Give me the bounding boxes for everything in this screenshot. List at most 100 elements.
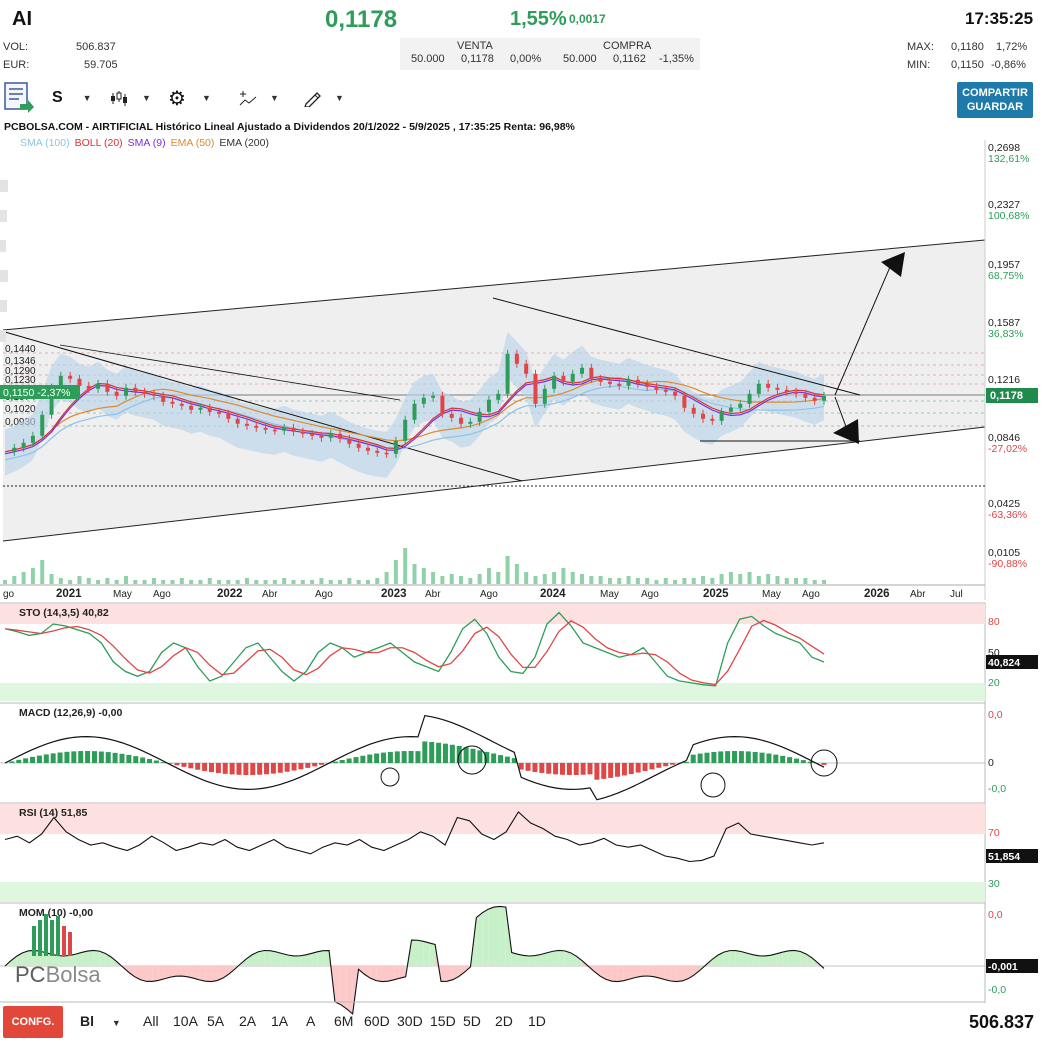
mom-area <box>87 950 94 966</box>
volume-bar <box>589 576 594 584</box>
candle <box>40 414 45 436</box>
volume-bar <box>263 580 268 584</box>
macd-histogram-bar <box>319 763 325 765</box>
mom-area <box>723 950 730 966</box>
mom-area <box>623 966 630 981</box>
range-5a[interactable]: 5A <box>207 1013 225 1029</box>
candle <box>496 393 501 400</box>
config-button[interactable]: CONFG. <box>3 1006 63 1038</box>
macd-histogram-bar <box>718 751 724 763</box>
volume-bar <box>86 578 91 584</box>
settings-menu[interactable]: ⚙ ▼ <box>168 86 211 110</box>
range-10a[interactable]: 10A <box>173 1013 198 1029</box>
range-2a[interactable]: 2A <box>239 1013 257 1029</box>
candle <box>812 397 817 401</box>
volume-bar <box>691 578 696 584</box>
macd-histogram-bar <box>442 743 448 763</box>
range-15d[interactable]: 15D <box>430 1013 456 1029</box>
indicator-3[interactable]: EMA (50) <box>170 137 215 149</box>
mom-area <box>647 966 654 977</box>
mom-area <box>228 966 235 975</box>
mom-area <box>58 955 64 966</box>
level-label: 0,1230 <box>5 375 36 386</box>
volume-bar <box>673 580 678 584</box>
mom-area <box>293 955 300 966</box>
mom-area <box>788 950 795 966</box>
projection-up <box>834 259 894 396</box>
mom-area <box>417 940 424 966</box>
range-all[interactable]: All <box>143 1013 159 1029</box>
volume-bar <box>421 568 426 584</box>
venta-price[interactable]: 0,1178 <box>461 53 494 65</box>
candle <box>468 421 473 424</box>
mom-area <box>676 966 683 982</box>
range-5d[interactable]: 5D <box>463 1013 481 1029</box>
report-icon[interactable] <box>4 82 34 114</box>
indicator-1[interactable]: BOLL (20) <box>74 137 123 149</box>
interval-select[interactable]: Bl ▼ <box>80 1013 121 1029</box>
volume-bar <box>496 572 501 584</box>
mom-bar <box>50 920 54 956</box>
drawing-menu[interactable]: ▼ <box>303 86 344 110</box>
macd-histogram-bar <box>566 763 572 775</box>
macd-histogram-bar <box>642 763 648 771</box>
mom-area <box>635 966 642 978</box>
mom-area <box>211 966 218 982</box>
macd-histogram-bar <box>257 763 263 775</box>
volume-profile-bar <box>0 240 6 252</box>
volume-bar <box>235 580 240 584</box>
candle <box>663 389 668 392</box>
mom-area <box>594 966 601 977</box>
sto-badge <box>986 655 1038 669</box>
indicator-2[interactable]: SMA (9) <box>127 137 166 149</box>
scale-menu[interactable]: S ▼ <box>52 86 92 110</box>
macd-histogram-bar <box>277 763 283 773</box>
candle <box>784 389 789 392</box>
macd-histogram-bar <box>98 751 104 763</box>
macd-histogram-bar <box>71 751 77 763</box>
scale-label: S <box>52 89 63 106</box>
x-tick-label: 2023 <box>381 588 407 600</box>
range-1a[interactable]: 1A <box>271 1013 289 1029</box>
macd-histogram-bar <box>429 742 435 763</box>
indicator-4[interactable]: EMA (200) <box>219 137 269 149</box>
chart-type-menu[interactable]: ▼ <box>110 86 151 110</box>
macd-histogram-bar <box>250 763 256 775</box>
volume-bar <box>505 556 510 584</box>
compra-pct: -1,35% <box>659 53 694 65</box>
candle <box>552 375 557 389</box>
macd-tick: 0 <box>988 757 994 769</box>
mom-area <box>670 966 677 982</box>
mom-area <box>776 952 783 966</box>
mom-area <box>299 954 306 966</box>
mom-area <box>287 955 294 966</box>
volume-bar <box>607 578 612 584</box>
macd-histogram-bar <box>415 751 421 763</box>
sto-label: STO (14,3,5) 40,82 <box>19 607 109 619</box>
y-tick-pct: 68,75% <box>988 270 1024 282</box>
macd-histogram-bar <box>222 763 228 774</box>
range-a[interactable]: A <box>306 1013 316 1029</box>
range-2d[interactable]: 2D <box>495 1013 513 1029</box>
candle <box>254 425 259 428</box>
range-6m[interactable]: 6M <box>334 1013 354 1029</box>
compra-price[interactable]: 0,1162 <box>613 53 646 65</box>
mom-area <box>358 966 365 975</box>
macd-histogram-bar <box>553 763 559 775</box>
candle <box>617 383 622 386</box>
indicator-0[interactable]: SMA (100) <box>20 137 70 149</box>
share-save-button[interactable]: COMPARTIR GUARDAR <box>957 82 1033 118</box>
macd-histogram-bar <box>339 760 345 763</box>
current-price-badge <box>986 388 1038 403</box>
volume-bar <box>580 574 585 584</box>
range-1d[interactable]: 1D <box>528 1013 546 1029</box>
range-60d[interactable]: 60D <box>364 1013 390 1029</box>
range-30d[interactable]: 30D <box>397 1013 423 1029</box>
mom-area <box>75 952 82 966</box>
indicators-menu[interactable]: ▼ <box>238 86 279 110</box>
macd-histogram-bar <box>147 758 153 763</box>
macd-histogram-bar <box>601 763 607 779</box>
candle <box>691 407 696 414</box>
mom-bar <box>68 932 72 956</box>
